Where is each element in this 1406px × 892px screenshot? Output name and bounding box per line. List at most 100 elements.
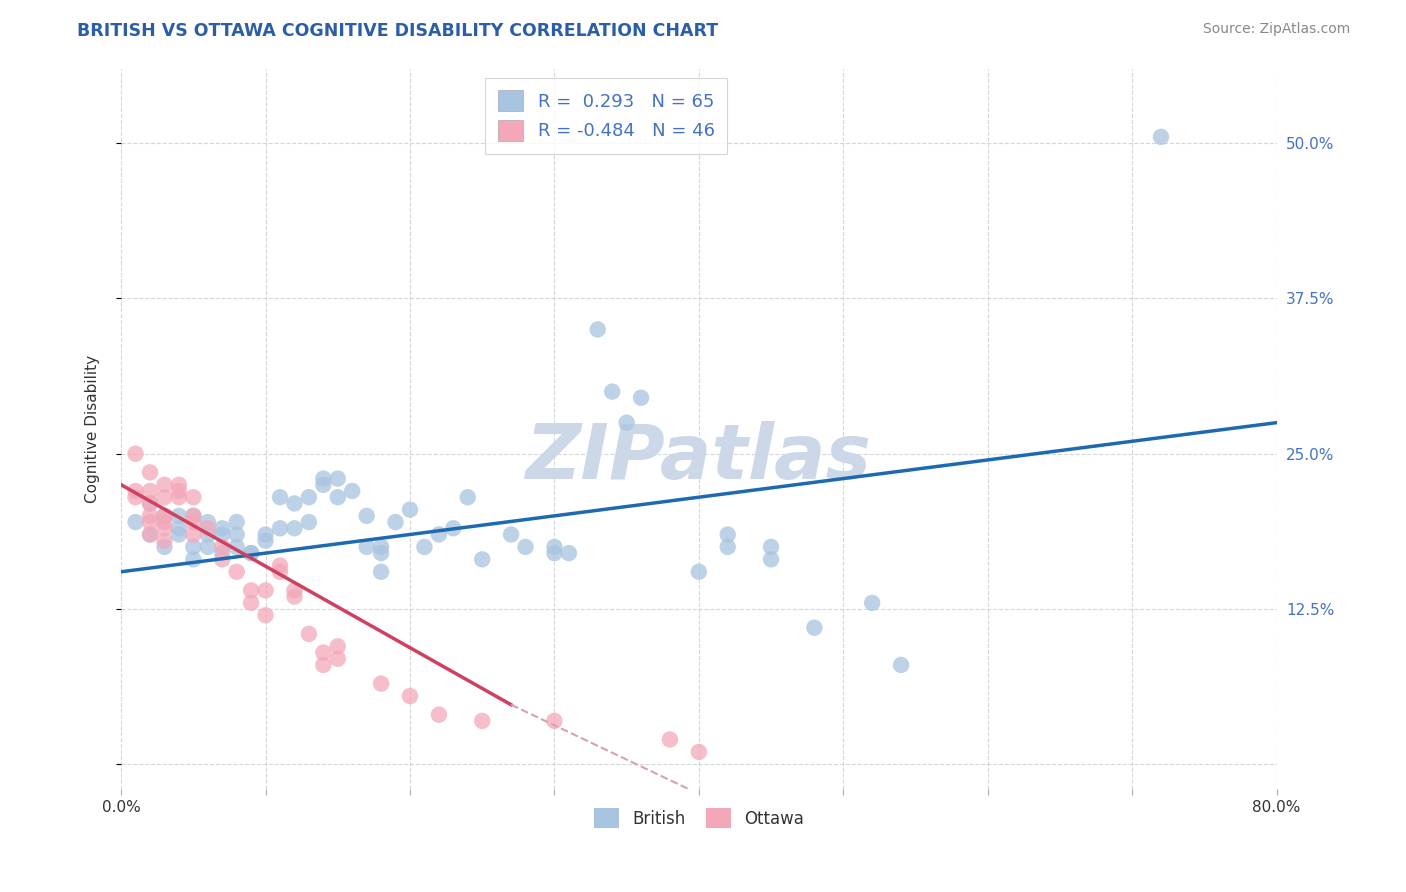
Point [1150, 129, 1173, 144]
Point [225, 515, 247, 529]
Point [543, 540, 565, 554]
Point [616, 416, 638, 430]
Point [543, 714, 565, 728]
Y-axis label: Cognitive Disability: Cognitive Disability [86, 355, 100, 503]
Point [197, 540, 219, 554]
Point [370, 546, 392, 560]
Point [890, 657, 912, 672]
Point [211, 521, 233, 535]
Point [153, 490, 176, 504]
Point [326, 490, 349, 504]
Point [240, 583, 263, 598]
Point [471, 714, 494, 728]
Point [153, 508, 176, 523]
Point [356, 540, 378, 554]
Point [427, 527, 450, 541]
Point [283, 521, 305, 535]
Point [139, 496, 162, 510]
Text: Source: ZipAtlas.com: Source: ZipAtlas.com [1202, 22, 1350, 37]
Point [124, 447, 146, 461]
Point [211, 546, 233, 560]
Point [370, 540, 392, 554]
Point [688, 745, 710, 759]
Point [399, 689, 422, 703]
Point [153, 533, 176, 548]
Point [139, 527, 162, 541]
Point [717, 527, 740, 541]
Point [167, 490, 190, 504]
Point [139, 515, 162, 529]
Point [153, 508, 176, 523]
Point [225, 527, 247, 541]
Point [240, 546, 263, 560]
Point [211, 527, 233, 541]
Point [183, 508, 205, 523]
Point [197, 515, 219, 529]
Point [139, 466, 162, 480]
Point [427, 707, 450, 722]
Point [586, 322, 609, 336]
Point [139, 527, 162, 541]
Point [269, 565, 291, 579]
Point [183, 552, 205, 566]
Point [342, 483, 364, 498]
Point [254, 533, 277, 548]
Point [630, 391, 652, 405]
Point [399, 502, 422, 516]
Point [326, 652, 349, 666]
Point [515, 540, 537, 554]
Point [183, 490, 205, 504]
Point [183, 540, 205, 554]
Point [167, 521, 190, 535]
Point [283, 496, 305, 510]
Point [356, 508, 378, 523]
Point [543, 546, 565, 560]
Point [139, 483, 162, 498]
Point [139, 508, 162, 523]
Point [326, 640, 349, 654]
Point [269, 558, 291, 573]
Point [441, 521, 464, 535]
Point [759, 540, 782, 554]
Point [153, 515, 176, 529]
Point [717, 540, 740, 554]
Point [860, 596, 883, 610]
Point [312, 646, 335, 660]
Point [370, 565, 392, 579]
Point [269, 521, 291, 535]
Point [167, 527, 190, 541]
Point [124, 490, 146, 504]
Point [183, 508, 205, 523]
Point [153, 540, 176, 554]
Point [688, 565, 710, 579]
Point [211, 552, 233, 566]
Point [413, 540, 436, 554]
Point [384, 515, 406, 529]
Point [298, 627, 321, 641]
Point [124, 483, 146, 498]
Point [298, 490, 321, 504]
Point [240, 596, 263, 610]
Legend: British, Ottawa: British, Ottawa [588, 801, 810, 835]
Point [283, 583, 305, 598]
Text: ZIPatlas: ZIPatlas [526, 421, 872, 495]
Point [167, 483, 190, 498]
Point [153, 521, 176, 535]
Point [501, 527, 523, 541]
Point [658, 732, 681, 747]
Point [312, 657, 335, 672]
Point [197, 527, 219, 541]
Point [283, 590, 305, 604]
Point [254, 527, 277, 541]
Point [167, 508, 190, 523]
Point [211, 540, 233, 554]
Point [471, 552, 494, 566]
Point [370, 676, 392, 690]
Text: BRITISH VS OTTAWA COGNITIVE DISABILITY CORRELATION CHART: BRITISH VS OTTAWA COGNITIVE DISABILITY C… [77, 22, 718, 40]
Point [197, 521, 219, 535]
Point [326, 472, 349, 486]
Point [312, 477, 335, 491]
Point [139, 496, 162, 510]
Point [225, 540, 247, 554]
Point [124, 515, 146, 529]
